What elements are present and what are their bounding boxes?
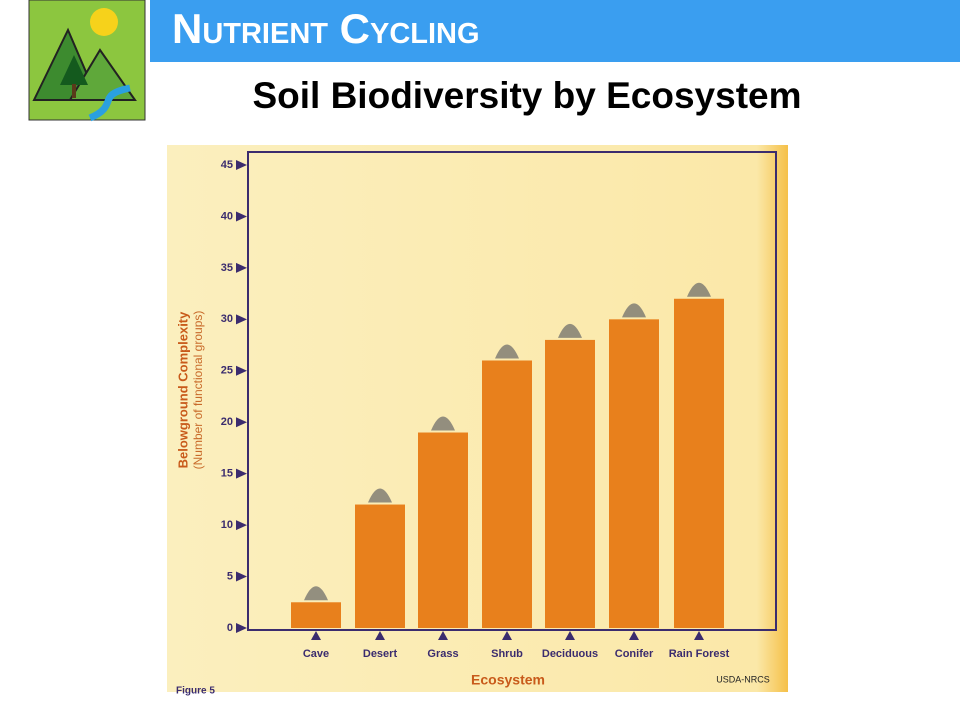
bar xyxy=(609,319,659,628)
y-tick-mark xyxy=(236,571,247,582)
header-bar xyxy=(150,0,960,62)
x-tick-label: Desert xyxy=(363,648,398,660)
ecosystem-icon xyxy=(687,282,711,297)
y-tick-mark xyxy=(236,314,247,325)
y-tick-label: 20 xyxy=(221,416,233,428)
x-tick-label: Grass xyxy=(427,648,458,660)
y-tick-mark xyxy=(236,520,247,531)
category-marker xyxy=(694,631,704,640)
ecosystem-icon xyxy=(368,488,392,503)
x-tick-label: Deciduous xyxy=(542,648,598,660)
ecosystem-icon xyxy=(431,416,455,431)
y-tick-mark xyxy=(236,623,247,633)
category-marker xyxy=(565,631,575,640)
y-tick-label: 45 xyxy=(221,159,233,171)
ecosystem-icon xyxy=(558,323,582,338)
chart-title: Soil Biodiversity by Ecosystem xyxy=(252,75,801,116)
plot-frame xyxy=(247,151,777,631)
y-tick-label: 30 xyxy=(221,313,233,325)
y-tick-label: 5 xyxy=(227,570,233,582)
ecosystem-icon xyxy=(304,586,328,601)
bar xyxy=(291,602,341,628)
x-tick-label: Rain Forest xyxy=(669,648,730,660)
y-tick-label: 0 xyxy=(227,622,233,634)
bar xyxy=(355,504,405,628)
y-tick-mark xyxy=(236,365,247,376)
y-tick-label: 15 xyxy=(221,468,233,480)
y-tick-mark xyxy=(236,468,247,479)
bar xyxy=(545,339,595,628)
y-tick-label: 10 xyxy=(221,519,233,531)
y-tick-label: 40 xyxy=(221,210,233,222)
bar xyxy=(418,432,468,628)
y-tick-mark xyxy=(236,160,247,170)
figure-label: Figure 5 xyxy=(176,686,215,697)
logo xyxy=(28,0,146,122)
bar xyxy=(674,298,724,628)
y-tick-mark xyxy=(236,262,247,273)
bar xyxy=(482,360,532,628)
y-tick-label: 25 xyxy=(221,365,233,377)
category-marker xyxy=(502,631,512,640)
ecosystem-icon xyxy=(622,303,646,318)
category-marker xyxy=(375,631,385,640)
y-tick-mark xyxy=(236,417,247,428)
ecosystem-icon xyxy=(495,344,519,359)
y-tick-label: 35 xyxy=(221,262,233,274)
x-tick-label: Conifer xyxy=(615,648,654,660)
category-marker xyxy=(629,631,639,640)
x-axis-label: Ecosystem xyxy=(471,672,545,688)
category-marker xyxy=(438,631,448,640)
header-title: Nutrient Cycling xyxy=(172,5,480,52)
y-tick-mark xyxy=(236,211,247,222)
y-axis-label: Belowground Complexity xyxy=(175,311,190,469)
x-tick-label: Shrub xyxy=(491,648,523,660)
category-marker xyxy=(311,631,321,640)
credit: USDA-NRCS xyxy=(716,674,770,684)
x-tick-label: Cave xyxy=(303,648,329,660)
y-axis-sublabel: (Number of functional groups) xyxy=(191,311,205,470)
